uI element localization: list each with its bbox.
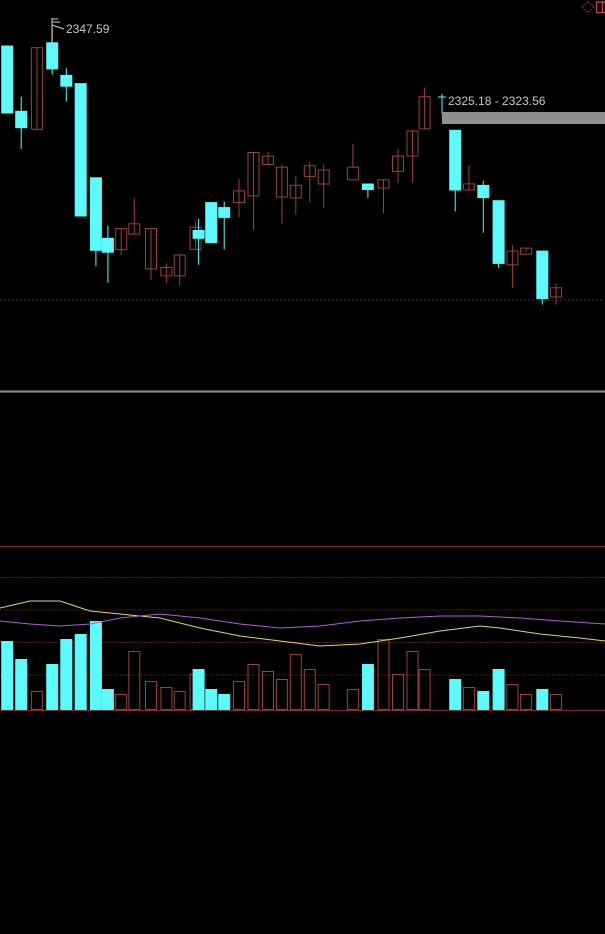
svg-text:2325.18 - 2323.56: 2325.18 - 2323.56 (448, 94, 546, 108)
svg-text:2347.59: 2347.59 (66, 22, 110, 36)
